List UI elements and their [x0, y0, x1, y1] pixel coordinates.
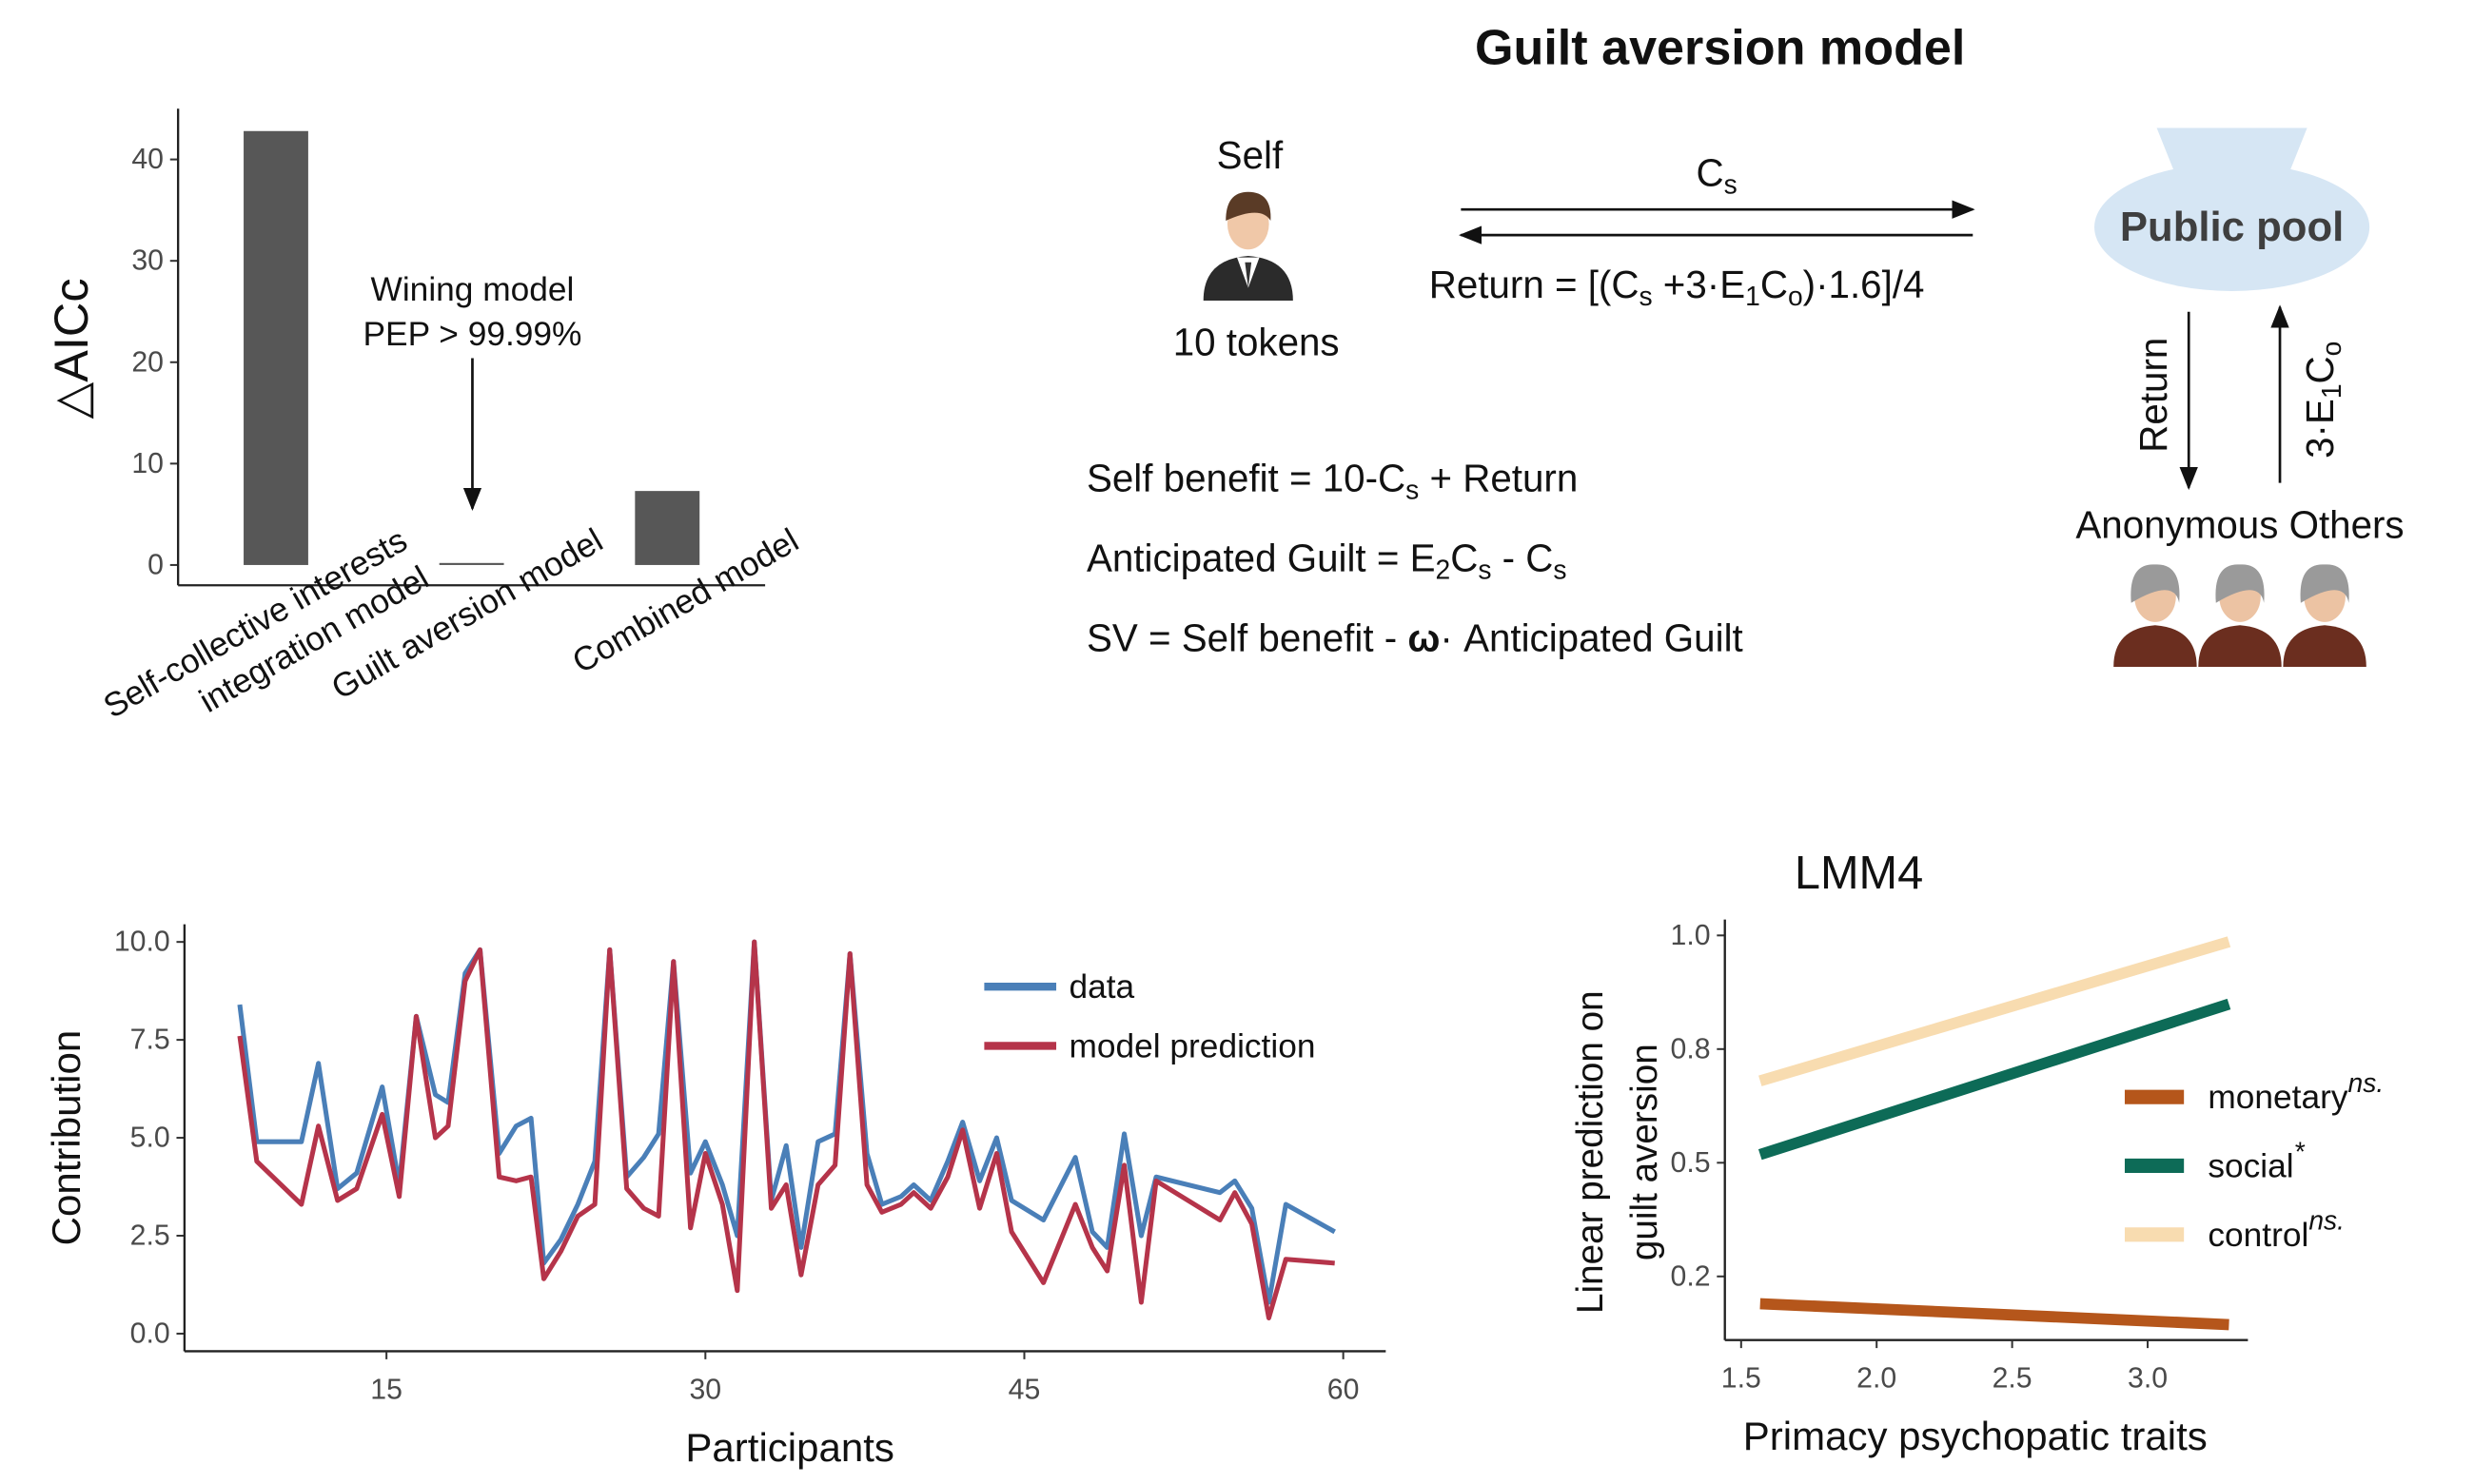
subscript: s — [1478, 554, 1491, 584]
x-tick-label: 60 — [1327, 1374, 1360, 1405]
series-line — [1758, 936, 2231, 1086]
subscript: 2 — [1436, 554, 1451, 584]
text-segment: C — [2298, 356, 2342, 383]
y-tick-label: 7.5 — [130, 1025, 170, 1056]
x-axis-label: Primacy psychopatic traits — [1743, 1414, 2208, 1458]
tokens-label: 10 tokens — [1173, 321, 1340, 364]
series-line — [237, 939, 1335, 1320]
x-tick-label: 30 — [689, 1374, 721, 1405]
text-segment: Return = [(C — [1429, 263, 1640, 306]
y-tick-label: 30 — [131, 245, 164, 277]
annotation: Wining model — [371, 271, 575, 308]
bar — [635, 491, 700, 565]
series-line — [1757, 998, 2231, 1161]
y-axis-label: △AICc — [44, 278, 98, 419]
legend-label: model prediction — [1069, 1027, 1315, 1064]
legend-label: data — [1069, 968, 1134, 1006]
diagram-shapes — [462, 200, 2289, 511]
y-tick-label: 10 — [131, 448, 164, 479]
subscript: s — [1639, 281, 1652, 311]
legend-label: controlns. — [2208, 1205, 2345, 1254]
y-tick-label: 1.0 — [1671, 920, 1711, 951]
y-tick-label: 40 — [131, 144, 164, 175]
y-tick-label: 0.8 — [1671, 1033, 1711, 1064]
bar — [244, 130, 308, 565]
legend-name: data — [1069, 968, 1134, 1006]
subscript: s — [1724, 168, 1738, 199]
subscript: 1 — [1745, 281, 1760, 311]
return-formula: Return = [(Cs +3·E1Co)·1.6]/4 — [1429, 263, 1925, 311]
x-tick-label: 1.5 — [1721, 1363, 1761, 1395]
y-tick-label: 5.0 — [130, 1123, 170, 1154]
public-pool — [2094, 127, 2370, 291]
subscript: o — [2316, 342, 2346, 357]
text-segment: C — [1450, 537, 1478, 580]
series-line — [1759, 1298, 2229, 1331]
y-axis-label: Contribution — [44, 1030, 88, 1246]
text-segment: Anticipated Guilt = E — [1087, 537, 1436, 580]
others-icons — [2113, 564, 2366, 667]
text-segment: C — [1696, 151, 1723, 195]
diagram-title: Guilt aversion model — [1475, 20, 1965, 75]
subscript: s — [1553, 554, 1566, 584]
legend-name: control — [2208, 1216, 2308, 1253]
legend-name: social — [2208, 1147, 2293, 1184]
pool-label: Public pool — [2120, 204, 2344, 250]
x-tick-label: 45 — [1009, 1374, 1041, 1405]
chart-title: LMM4 — [1795, 848, 1923, 899]
text-segment: )·1.6]/4 — [1803, 263, 1925, 306]
y-axis-label: Linear prediction on — [1570, 990, 1611, 1314]
equation: Anticipated Guilt = E2Cs - Cs — [1087, 537, 1567, 585]
equation: SV = Self benefit - ω· Anticipated Guilt — [1087, 616, 1743, 660]
text-segment: - C — [1491, 537, 1553, 580]
y-axis-label: guilt aversion — [1624, 1044, 1665, 1260]
y-tick-label: 0.2 — [1671, 1260, 1711, 1292]
contribution-label: Cs — [1696, 151, 1737, 200]
subscript: o — [1788, 281, 1803, 311]
text-segment: +3·E — [1653, 263, 1746, 306]
text-segment: 3·E — [2298, 399, 2342, 459]
self-icon — [1203, 191, 1293, 302]
others-arrow-label: 3·E1Co — [2298, 342, 2346, 459]
legend-label: social* — [2208, 1136, 2305, 1184]
bar — [439, 562, 504, 565]
equation: Self benefit = 10-Cs + Return — [1087, 457, 1578, 505]
x-tick-label: 3.0 — [2128, 1363, 2168, 1395]
text-segment: SV = Self benefit - — [1087, 616, 1407, 660]
text-segment: Self benefit = 10-C — [1087, 457, 1405, 500]
others-label: Anonymous Others — [2075, 502, 2404, 546]
x-tick-label: 2.0 — [1856, 1363, 1896, 1395]
y-tick-label: 0.5 — [1671, 1147, 1711, 1179]
return-arrow-label: Return — [2131, 338, 2175, 453]
legend-name: model prediction — [1069, 1027, 1315, 1064]
x-tick-label: 2.5 — [1993, 1363, 2032, 1395]
bold-segment: ω — [1407, 616, 1440, 660]
text-segment: Return — [2131, 338, 2175, 453]
legend-name: monetary — [2208, 1079, 2347, 1116]
legend-label: monetaryns. — [2208, 1067, 2384, 1116]
text-segment: · Anticipated Guilt — [1440, 616, 1742, 660]
self-label: Self — [1217, 133, 1284, 177]
x-axis-label: Participants — [685, 1425, 894, 1470]
y-tick-label: 10.0 — [114, 927, 170, 958]
annotation: PEP > 99.99% — [363, 316, 581, 353]
y-tick-label: 20 — [131, 346, 164, 378]
subscript: 1 — [2316, 383, 2346, 399]
y-tick-label: 0.0 — [130, 1318, 170, 1349]
y-tick-label: 2.5 — [130, 1220, 170, 1252]
legend-superscript: ns. — [2348, 1067, 2385, 1098]
x-tick-label: 15 — [370, 1374, 403, 1405]
y-tick-label: 0 — [147, 549, 164, 580]
legend-superscript: * — [2294, 1136, 2306, 1166]
legend-superscript: ns. — [2308, 1205, 2345, 1236]
text-segment: + Return — [1419, 457, 1578, 500]
subscript: s — [1405, 474, 1419, 504]
text-segment: C — [1760, 263, 1788, 306]
